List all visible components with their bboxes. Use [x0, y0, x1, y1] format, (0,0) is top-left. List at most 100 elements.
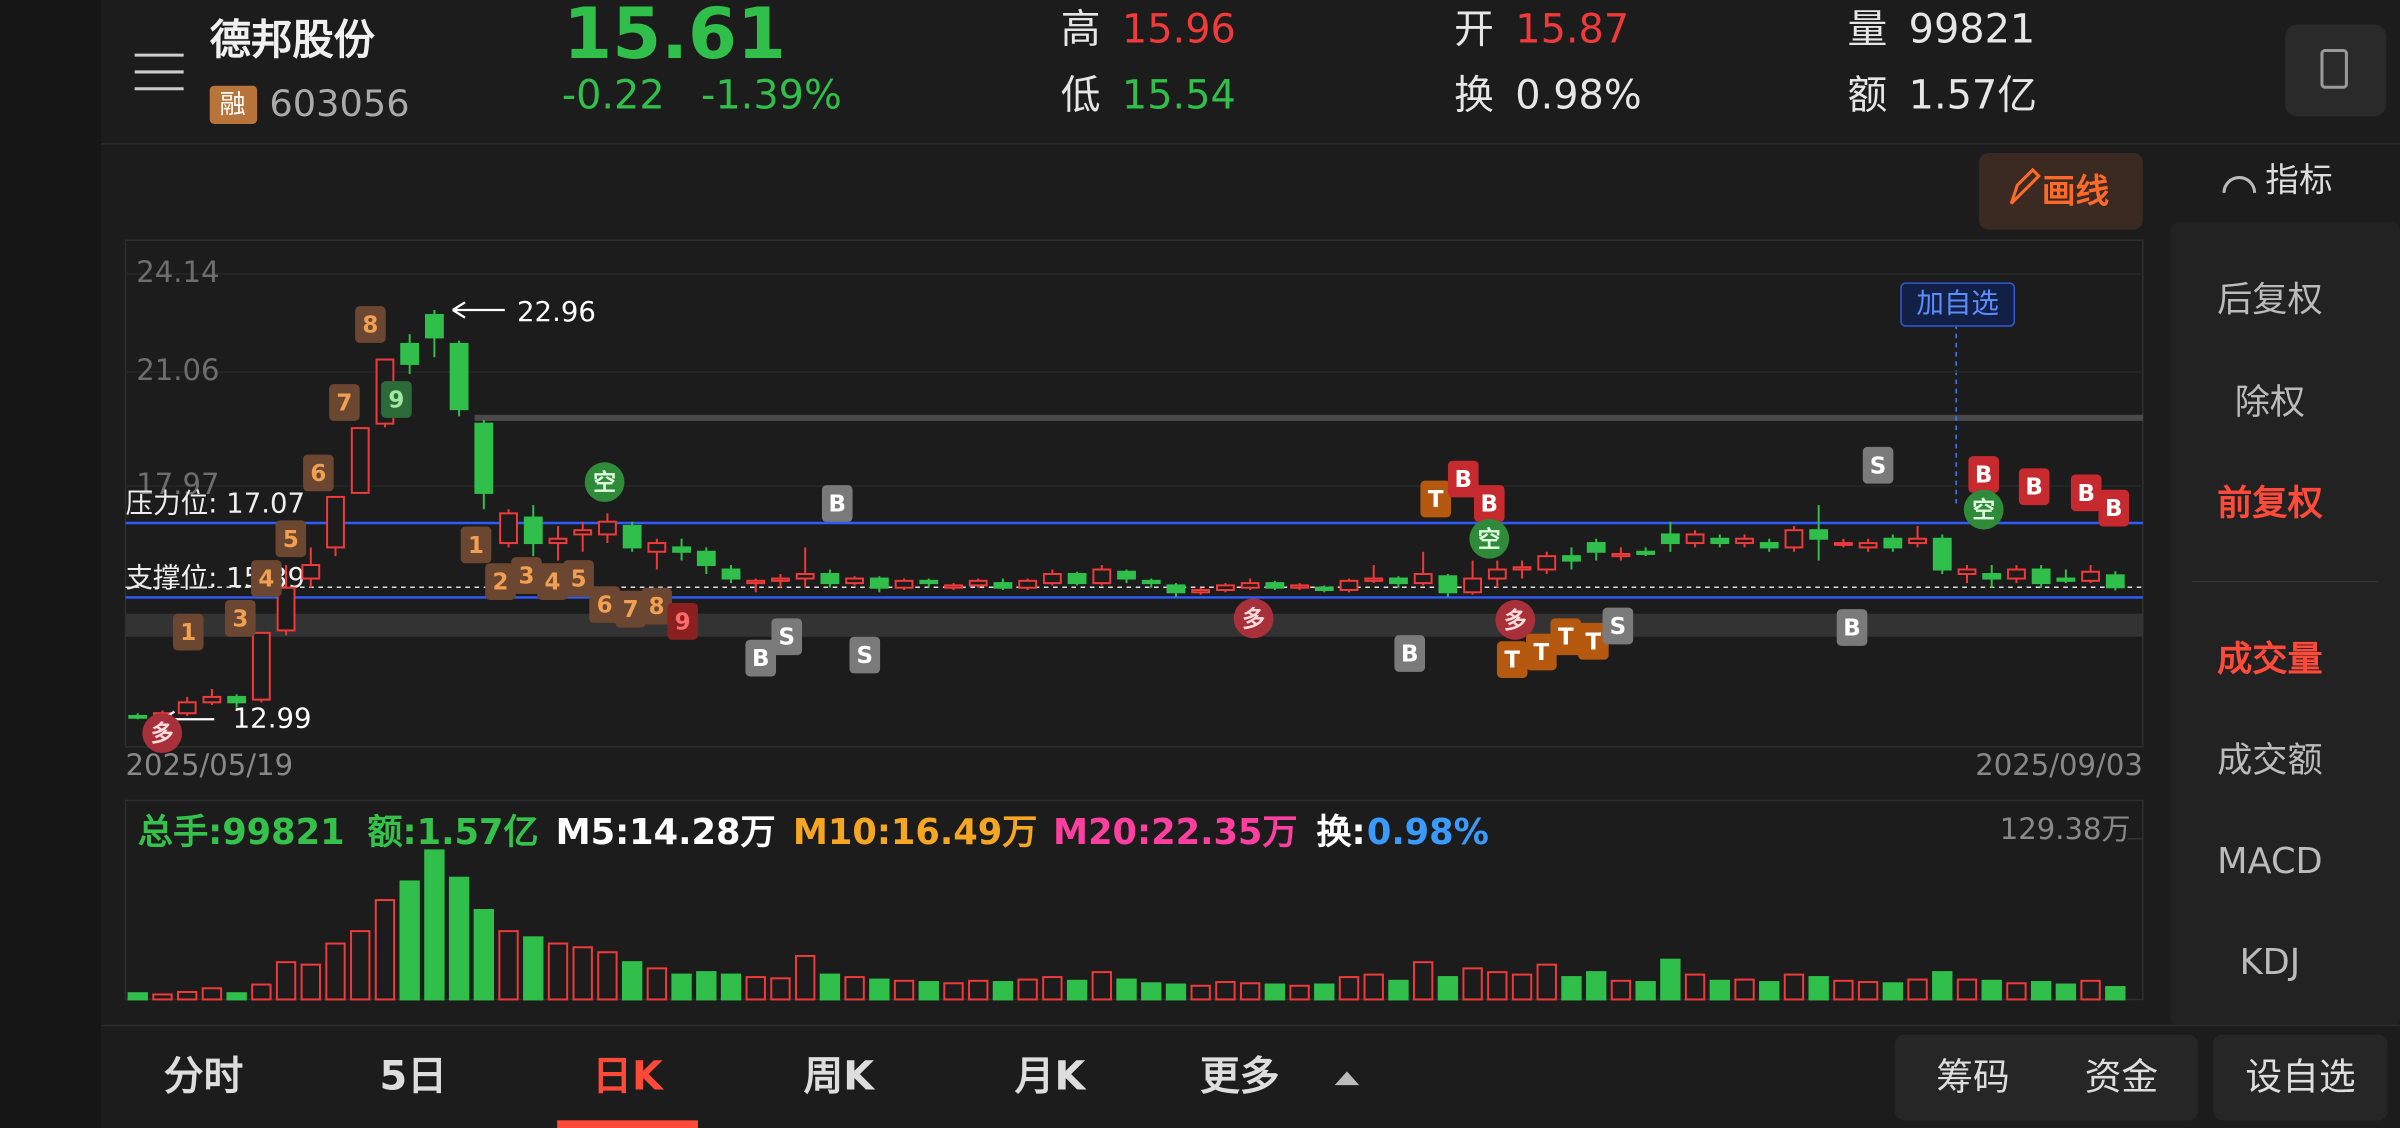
candle-body	[523, 516, 543, 545]
signal-badge	[821, 485, 853, 522]
signal-label: 4	[258, 567, 274, 593]
candle-body	[449, 342, 469, 411]
volume-bar	[1932, 971, 1953, 1001]
signal-label: 7	[336, 391, 352, 417]
signal-badge	[1495, 599, 1536, 640]
candle-body	[1685, 533, 1705, 545]
signal-label: 7	[623, 597, 639, 623]
volume-bar	[1116, 978, 1137, 1001]
signal-label: 1	[468, 533, 484, 559]
volume-bar	[992, 981, 1014, 1001]
volume-bar	[819, 973, 841, 1001]
signal-label: 多	[151, 720, 174, 747]
quote-label: 开	[1454, 7, 1494, 53]
candle-body	[1537, 555, 1557, 571]
volume-bar	[152, 993, 173, 1001]
bottom-button[interactable]: 设自选	[2245, 1056, 2355, 1099]
signal-label: B	[1975, 462, 1992, 488]
device-button[interactable]	[2285, 24, 2387, 117]
signal-label: 1	[180, 620, 196, 646]
price-band	[474, 414, 2143, 421]
volume-bar	[621, 961, 643, 1001]
price-change: -0.22	[562, 72, 665, 118]
volume-bar	[1363, 973, 1384, 1001]
signal-badge	[511, 557, 542, 594]
side-menu-item[interactable]: 前复权	[2217, 483, 2323, 524]
max-arrow	[452, 301, 505, 319]
volume-bar	[374, 899, 396, 1001]
side-menu-item[interactable]: 成交额	[2217, 740, 2323, 781]
volume-bar	[1487, 971, 1508, 1001]
candle-body	[1908, 537, 1927, 545]
volume-bar	[325, 942, 346, 1001]
tab[interactable]: 月K	[1015, 1054, 1088, 1100]
volume-bar	[1042, 976, 1063, 1001]
volume-bar	[1981, 979, 2002, 1001]
quote-value: 15.54	[1122, 72, 1236, 118]
volume-bar	[2105, 986, 2126, 1001]
more-arrow[interactable]	[1334, 1071, 1360, 1086]
signal-label: 9	[388, 387, 404, 413]
candle-body	[1290, 584, 1309, 589]
signal-badge	[1578, 622, 1609, 660]
candle-body	[2105, 574, 2125, 589]
candle-body	[1389, 577, 1408, 585]
volume-bar	[1759, 981, 1780, 1001]
volume-legend: 额:1.57亿	[367, 812, 538, 853]
volume-legend: 换:	[1316, 812, 1365, 853]
candle-body	[771, 577, 790, 582]
bottom-button[interactable]: 资金	[2085, 1056, 2158, 1099]
bottom-button[interactable]: 筹码	[1936, 1056, 2009, 1099]
volume-bar	[597, 951, 618, 1001]
tab[interactable]: 周K	[803, 1054, 876, 1100]
signal-badge	[1968, 456, 1999, 493]
draw-label: 画线	[2042, 171, 2109, 210]
draw-button[interactable]: 画线	[1979, 153, 2143, 230]
candle-body	[1660, 533, 1680, 545]
volume-bar	[1141, 982, 1162, 1001]
side-menu-item[interactable]: KDJ	[2240, 942, 2301, 983]
price-change-pct: -1.39%	[701, 72, 842, 118]
volume-bar	[646, 967, 668, 1001]
y-tick-label: 17.97	[136, 467, 219, 501]
side-menu-item[interactable]: 成交量	[2217, 639, 2323, 680]
side-panel	[2170, 221, 2400, 1026]
signal-label: T	[1558, 625, 1574, 651]
candle-body	[2007, 568, 2026, 580]
side-menu-item[interactable]: 后复权	[2217, 280, 2323, 321]
volume-bar	[2030, 981, 2052, 1001]
tab[interactable]: 5日	[380, 1054, 447, 1100]
signal-badge	[142, 713, 183, 754]
signal-label: B	[1401, 642, 1418, 668]
volume-bar	[1808, 976, 1829, 1001]
candle-body	[326, 495, 345, 549]
candle-body	[598, 520, 617, 536]
side-menu-item[interactable]: 除权	[2235, 382, 2305, 423]
signal-label: B	[2105, 496, 2122, 522]
signal-label: 4	[545, 570, 561, 596]
candle-body	[1463, 577, 1483, 594]
volume-bar	[498, 930, 519, 1001]
add-watch-bg	[1900, 282, 2016, 327]
signal-badge	[1469, 518, 1510, 559]
signal-label: B	[1843, 616, 1860, 642]
volume-bar	[1091, 971, 1112, 1001]
quote-value: 99821	[1909, 7, 2036, 53]
signal-badge	[1447, 460, 1479, 498]
side-menu-item[interactable]: MACD	[2217, 841, 2322, 882]
menu-button[interactable]	[134, 53, 184, 91]
tab[interactable]: 分时	[164, 1054, 244, 1100]
candle-body	[1636, 550, 1656, 555]
volume-bar	[2055, 983, 2077, 1001]
pencil-icon	[2009, 167, 2041, 205]
badge: 融	[220, 90, 246, 120]
add-watch-tag[interactable]: 加自选	[1900, 282, 2016, 327]
signal-badge	[1963, 489, 2004, 530]
volume-bar	[572, 946, 593, 1001]
signal-badge	[172, 613, 204, 651]
indicator-button[interactable]: 指标	[2222, 161, 2333, 200]
candle-body	[1512, 566, 1532, 571]
tab[interactable]: 日K	[592, 1054, 665, 1100]
tab[interactable]: 更多	[1200, 1054, 1280, 1100]
